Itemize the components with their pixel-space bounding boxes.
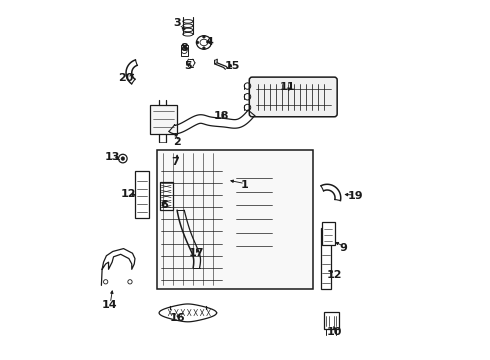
Circle shape (202, 35, 205, 38)
Text: 10: 10 (327, 327, 342, 337)
Text: 19: 19 (348, 191, 364, 201)
Text: 13: 13 (105, 152, 121, 162)
Circle shape (196, 41, 199, 44)
Text: 12: 12 (326, 270, 342, 280)
Bar (150, 105, 177, 134)
Circle shape (202, 47, 205, 50)
Bar (323, 312, 339, 329)
FancyBboxPatch shape (322, 222, 335, 246)
Text: 8: 8 (180, 43, 188, 53)
Bar (321, 228, 331, 289)
Bar (160, 182, 173, 210)
Circle shape (121, 157, 124, 160)
Text: 4: 4 (205, 37, 213, 48)
Text: 12: 12 (121, 189, 137, 199)
FancyBboxPatch shape (249, 77, 337, 117)
Text: 17: 17 (189, 248, 204, 258)
Bar (135, 171, 148, 217)
Text: 18: 18 (214, 111, 229, 121)
Text: 7: 7 (172, 157, 179, 167)
Text: 6: 6 (161, 200, 169, 210)
Bar (181, 45, 188, 57)
Text: 11: 11 (280, 82, 295, 92)
Text: 20: 20 (118, 73, 133, 83)
Text: 9: 9 (339, 243, 347, 253)
Text: 14: 14 (101, 300, 117, 310)
Circle shape (209, 41, 212, 44)
Text: 15: 15 (225, 61, 240, 71)
Text: 5: 5 (184, 61, 192, 71)
Text: 3: 3 (173, 18, 181, 28)
Text: 2: 2 (173, 138, 181, 148)
Text: 16: 16 (170, 312, 185, 323)
Bar (157, 150, 313, 289)
Text: 1: 1 (241, 180, 249, 190)
